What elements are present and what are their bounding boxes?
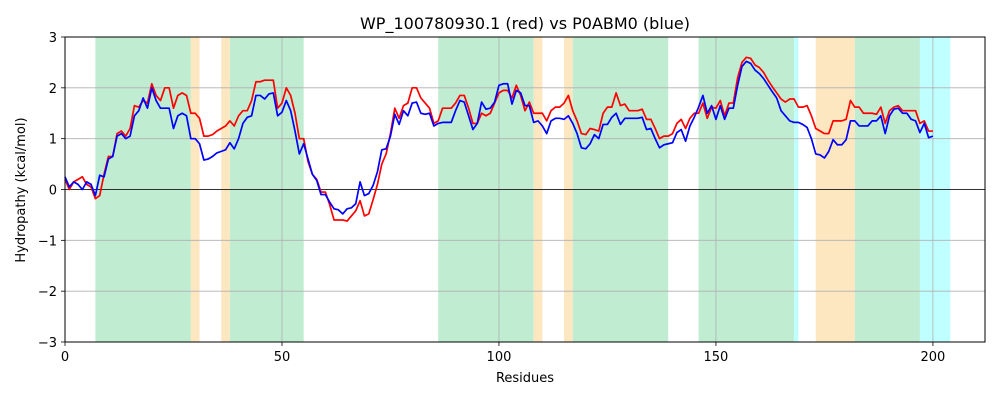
series-red-line xyxy=(64,56,933,222)
x-tick-label: 100 xyxy=(487,350,512,365)
x-axis-title: Residues xyxy=(496,371,554,386)
y-axis-title: Hydropathy (kcal/mol) xyxy=(14,117,29,262)
x-tick-label: 200 xyxy=(921,350,946,365)
y-tick-label: 0 xyxy=(49,184,57,199)
x-tick-label: 50 xyxy=(274,350,291,365)
x-tick-label: 150 xyxy=(704,350,729,365)
y-tick-label: −1 xyxy=(38,234,57,249)
y-tick-label: −2 xyxy=(38,285,57,300)
y-tick-label: 1 xyxy=(49,133,57,148)
y-axis-ticks: −3 −2 −1 0 1 2 3 xyxy=(38,31,65,351)
chart-title: WP_100780930.1 (red) vs P0ABM0 (blue) xyxy=(360,14,690,34)
series-lines xyxy=(64,56,934,222)
x-axis-ticks: 0 50 100 150 200 xyxy=(61,342,945,365)
y-tick-label: 2 xyxy=(49,82,57,97)
y-tick-label: 3 xyxy=(49,31,57,46)
series-blue-line xyxy=(64,60,934,215)
x-tick-label: 0 xyxy=(61,350,69,365)
y-tick-label: −3 xyxy=(38,336,57,351)
